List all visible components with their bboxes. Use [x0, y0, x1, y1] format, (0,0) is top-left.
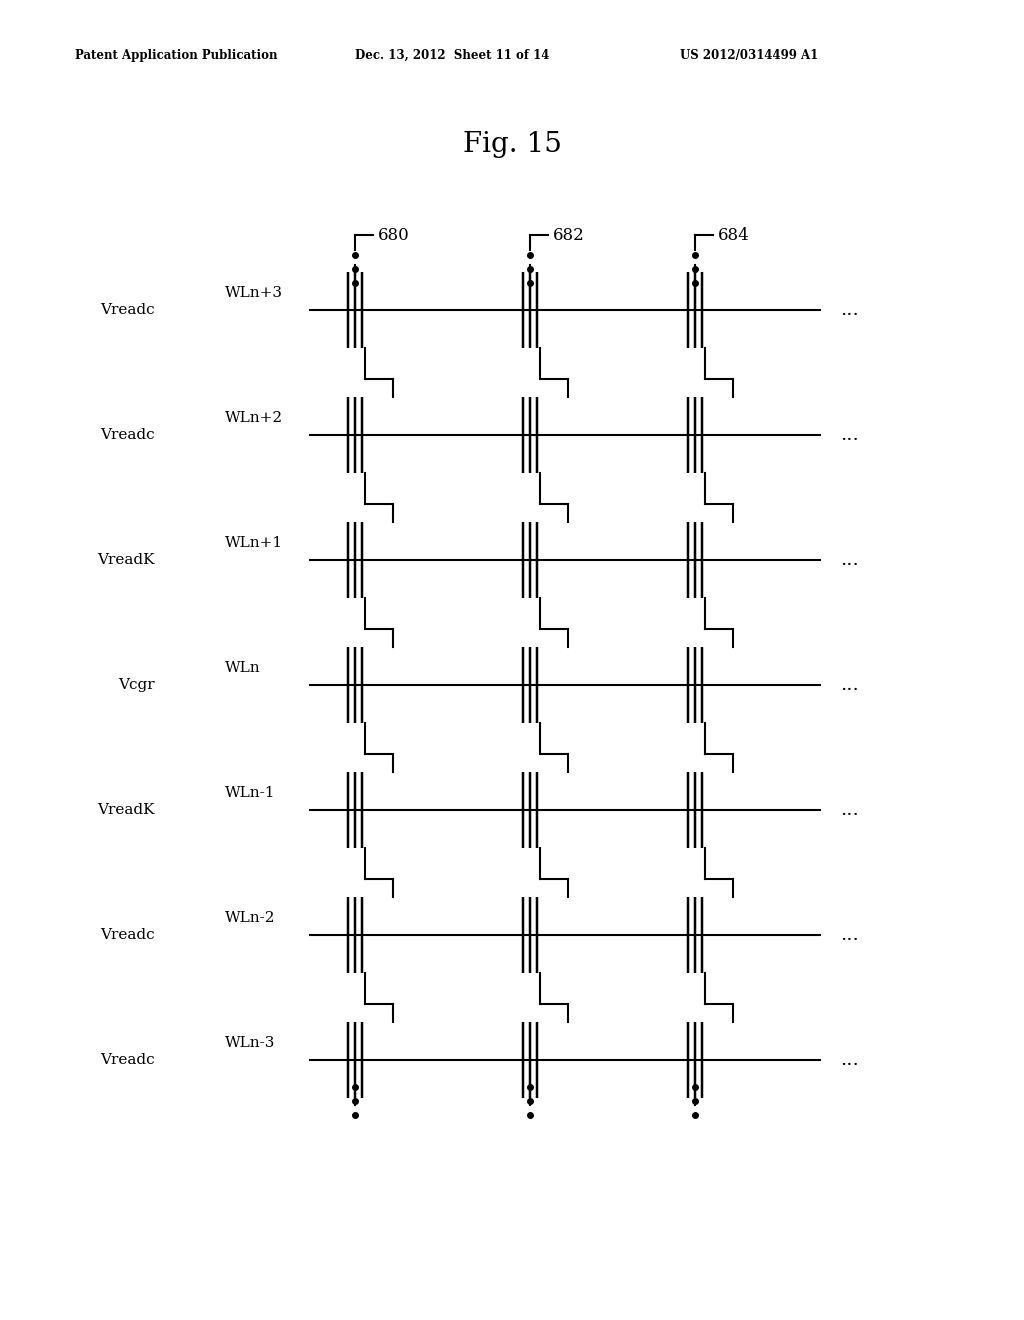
Text: ...: ... [840, 927, 859, 944]
Text: WLn+3: WLn+3 [225, 286, 283, 300]
Text: ...: ... [840, 676, 859, 694]
Text: WLn-3: WLn-3 [225, 1036, 275, 1049]
Text: 684: 684 [718, 227, 750, 243]
Text: WLn: WLn [225, 661, 261, 675]
Text: VreadK: VreadK [97, 553, 155, 568]
Text: Vreadc: Vreadc [100, 928, 155, 942]
Text: ...: ... [840, 801, 859, 818]
Text: ...: ... [840, 550, 859, 569]
Text: Dec. 13, 2012  Sheet 11 of 14: Dec. 13, 2012 Sheet 11 of 14 [355, 49, 549, 62]
Text: ...: ... [840, 426, 859, 444]
Text: 682: 682 [553, 227, 585, 243]
Text: WLn+1: WLn+1 [225, 536, 283, 550]
Text: Vcgr: Vcgr [119, 678, 155, 692]
Text: WLn-2: WLn-2 [225, 911, 275, 925]
Text: Vreadc: Vreadc [100, 1053, 155, 1067]
Text: ...: ... [840, 1051, 859, 1069]
Text: Vreadc: Vreadc [100, 428, 155, 442]
Text: ...: ... [840, 301, 859, 319]
Text: VreadK: VreadK [97, 803, 155, 817]
Text: 680: 680 [378, 227, 410, 243]
Text: US 2012/0314499 A1: US 2012/0314499 A1 [680, 49, 818, 62]
Text: WLn-1: WLn-1 [225, 785, 275, 800]
Text: Fig. 15: Fig. 15 [463, 132, 561, 158]
Text: Patent Application Publication: Patent Application Publication [75, 49, 278, 62]
Text: WLn+2: WLn+2 [225, 411, 283, 425]
Text: Vreadc: Vreadc [100, 304, 155, 317]
